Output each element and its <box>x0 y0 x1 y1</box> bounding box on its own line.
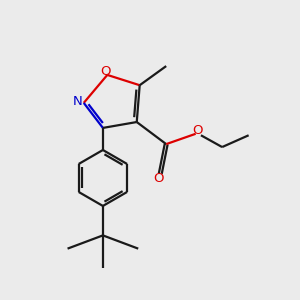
Text: O: O <box>154 172 164 185</box>
Text: O: O <box>192 124 202 137</box>
Text: O: O <box>100 65 111 79</box>
Text: N: N <box>72 95 82 108</box>
